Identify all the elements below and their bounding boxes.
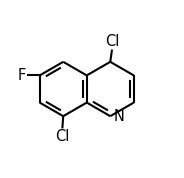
Text: F: F [18, 68, 26, 83]
Text: Cl: Cl [55, 129, 70, 144]
Text: N: N [113, 109, 124, 124]
Text: Cl: Cl [105, 34, 119, 49]
